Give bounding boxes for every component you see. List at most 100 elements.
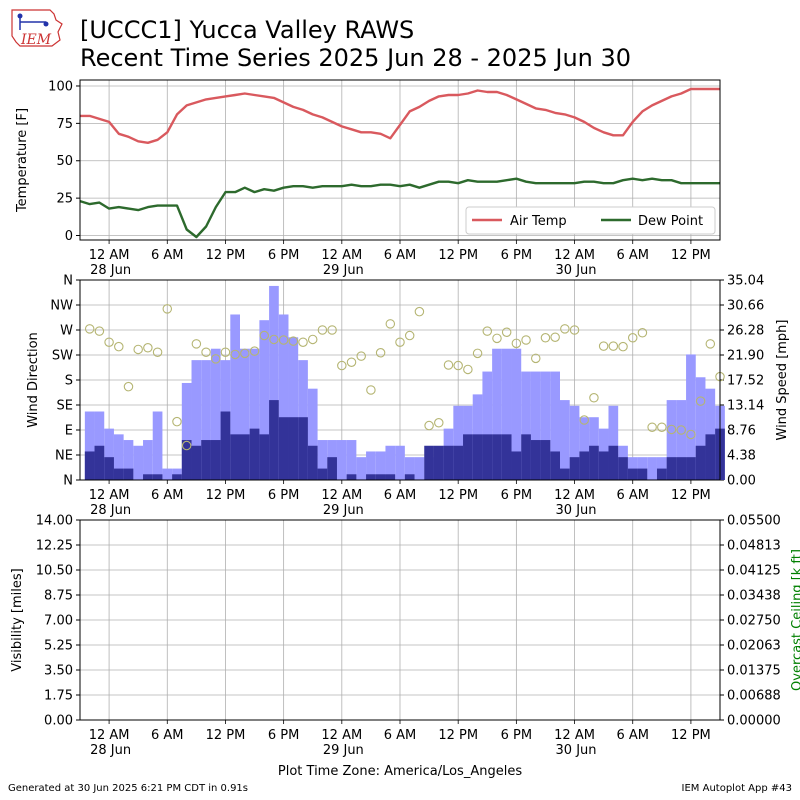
gust-bar (201, 360, 211, 480)
wind-speed-bar (686, 457, 696, 480)
ceiling-ylabel: Overcast Ceiling [k ft] (790, 549, 800, 691)
wind-speed-bar (676, 457, 687, 480)
wind-speed-bar (424, 445, 434, 480)
wind-speed-bar (288, 417, 299, 480)
wind-speed-bar (550, 451, 560, 480)
wind-xtick-date: 29 Jun (323, 503, 364, 518)
wind-direction-point (424, 420, 434, 431)
svg-text:IEM: IEM (20, 32, 52, 48)
wind-direction-point (133, 344, 143, 355)
wind-direction-point (259, 330, 269, 341)
vis-ytick-label: 12.25 (36, 539, 73, 554)
wind-direction-point (104, 337, 114, 347)
app-footer: IEM Autoplot App #43 (681, 783, 792, 794)
ceiling-tick-label: 0.02063 (727, 639, 781, 654)
wind-speed-bar (666, 457, 677, 480)
wind-speed-tick-label: 21.90 (727, 349, 764, 364)
temp-xtick-label: 12 AM (89, 248, 130, 263)
gust-bar (540, 371, 551, 480)
wind-dir-tick-label: E (65, 424, 73, 439)
ceiling-tick-label: 0.00000 (727, 714, 781, 729)
gust-bar (550, 371, 560, 480)
wind-direction-point (307, 334, 318, 345)
wind-speed-bar (540, 440, 551, 480)
wind-direction-point (686, 429, 696, 440)
wind-speed-tick-label: 8.76 (727, 424, 756, 439)
wind-direction-point (201, 347, 211, 357)
gust-bar (579, 417, 590, 480)
wind-direction-point (317, 325, 328, 335)
temp-ytick-label: 50 (56, 154, 73, 169)
wind-direction-point (531, 353, 541, 364)
wind-direction-point (366, 385, 376, 395)
wind-direction-point (414, 306, 425, 317)
wind-speed-bar (385, 474, 396, 480)
vis-xtick-date: 28 Jun (90, 743, 131, 758)
gust-bar (356, 457, 367, 480)
wind-speed-bar (443, 445, 454, 480)
vis-ylabel: Visibility [miles] (10, 568, 25, 671)
vis-xtick-label: 12 AM (554, 728, 595, 743)
wind-speed-bar (172, 474, 182, 480)
wind-direction-point (511, 338, 522, 349)
vis-xtick-date: 29 Jun (323, 743, 364, 758)
wind-speed-bar (191, 445, 202, 480)
vis-xtick-label: 12 PM (206, 728, 246, 743)
wind-xtick-label: 6 PM (268, 488, 299, 503)
temp-xtick-date: 30 Jun (556, 263, 597, 278)
gust-bar (133, 445, 144, 480)
wind-speed-bar (589, 445, 599, 480)
wind-direction-point (327, 325, 337, 335)
wind-speed-bar (201, 440, 211, 480)
gust-bar (317, 440, 328, 480)
wind-speed-bar (123, 468, 134, 480)
wind-xtick-date: 28 Jun (90, 503, 131, 518)
vis-xtick-date: 30 Jun (556, 743, 597, 758)
wind-speed-bar (317, 468, 328, 480)
iem-logo: IEM (11, 9, 63, 48)
wind-direction-point (404, 330, 415, 341)
wind-speed-bar (366, 474, 376, 480)
wind-direction-point (211, 354, 221, 364)
wind-speed-tick-label: 0.00 (727, 474, 756, 489)
vis-ytick-label: 1.75 (44, 689, 73, 704)
wind-speed-tick-label: 26.28 (727, 324, 764, 339)
wind-direction-point (657, 422, 667, 432)
wind-speed-bar (152, 474, 163, 480)
wind-direction-point (618, 341, 628, 352)
gust-bar (84, 411, 95, 480)
gust-bar (608, 405, 619, 480)
wind-direction-point (666, 424, 677, 435)
wind-speed-bar (404, 474, 415, 480)
gust-bar (686, 354, 696, 480)
temp-xtick-label: 6 AM (384, 248, 417, 263)
wind-direction-point (695, 396, 706, 406)
wind-speed-bar (269, 400, 279, 480)
temp-ytick-label: 0 (65, 229, 73, 244)
temp-xtick-label: 6 AM (151, 248, 184, 263)
wind-speed-bar (104, 457, 114, 480)
wind-speed-bar (637, 468, 648, 480)
temp-ytick-label: 100 (48, 79, 73, 94)
vis-ytick-label: 14.00 (36, 514, 73, 529)
wind-direction-point (492, 333, 502, 344)
gust-bar (162, 468, 173, 480)
wind-speed-bar (240, 434, 250, 480)
wind-speed-bar (259, 434, 270, 480)
wind-ylabel: Wind Direction (26, 332, 41, 428)
wind-direction-point (230, 349, 240, 360)
gust-bar (521, 371, 531, 480)
wind-xtick-label: 12 AM (554, 488, 595, 503)
wind-speed-bar (618, 457, 628, 480)
wind-direction-point (152, 347, 163, 357)
gust-bar (230, 314, 240, 480)
wind-direction-point (608, 341, 619, 351)
gust-bar (259, 320, 270, 480)
wind-direction-point (278, 335, 289, 345)
wind-speed-bar (84, 451, 95, 480)
wind-dir-tick-label: N (63, 474, 73, 489)
wind-direction-point (181, 440, 192, 451)
temp-xtick-label: 12 PM (671, 248, 711, 263)
gust-bar (501, 348, 512, 480)
wind-direction-point (337, 360, 347, 371)
